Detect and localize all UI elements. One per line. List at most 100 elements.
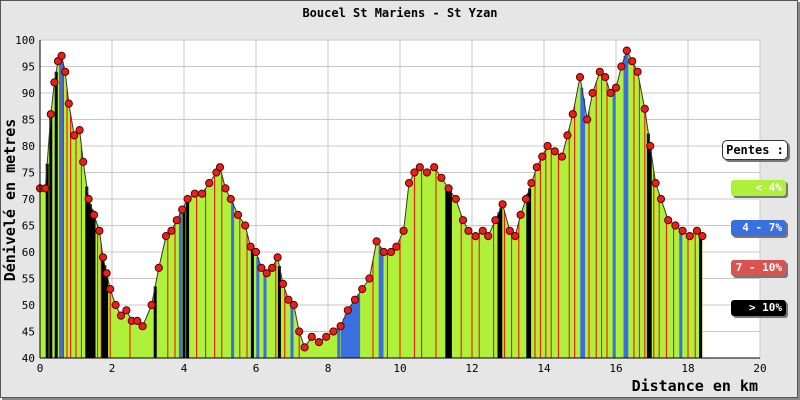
elevation-point: [444, 184, 453, 193]
elevation-point: [617, 62, 626, 71]
elevation-point: [64, 99, 73, 108]
slope-bar: [298, 331, 300, 358]
elevation-point: [505, 226, 514, 235]
tick-labels: 40 45 50 55 60 65 70 75 80 85 90 95 100 0 2 4 6 8 10 12 14 16…: [15, 34, 767, 375]
slope-bar: [214, 175, 216, 358]
elevation-point: [372, 237, 381, 246]
elevation-point: [111, 300, 120, 310]
elevation-point: [583, 115, 592, 124]
elevation-point: [651, 179, 660, 188]
slope-bar: [129, 317, 131, 358]
elevation-points: [35, 46, 707, 352]
slope-bar: [526, 193, 530, 358]
legend-item-gt10: > 10%: [731, 300, 786, 316]
elevation-point: [685, 232, 694, 241]
elevation-point: [633, 67, 642, 76]
elevation-point: [471, 232, 480, 241]
elevation-point: [511, 232, 520, 241]
slope-bar: [60, 55, 64, 359]
slope-bar: [290, 303, 294, 358]
slope-bar: [386, 252, 388, 358]
elevation-point: [300, 343, 309, 352]
y-tick-label: 80: [22, 140, 35, 153]
slope-bar: [580, 87, 584, 358]
elevation-point: [295, 327, 304, 336]
elevation-point: [521, 194, 531, 204]
slope-bar: [658, 193, 660, 358]
elevation-point: [122, 306, 131, 315]
legend-item-7-10: 7 - 10%: [731, 260, 786, 276]
elevation-point: [116, 311, 126, 320]
slope-bar: [178, 213, 182, 358]
chart-title: Boucel St Mariens - St Yzan: [302, 6, 497, 20]
elevation-point: [671, 221, 680, 230]
slope-bar: [182, 206, 186, 358]
elevation-point: [147, 300, 156, 310]
elevation-point: [358, 285, 367, 294]
elevation-point: [656, 194, 666, 204]
elevation-point: [178, 205, 187, 214]
elevation-point: [350, 295, 360, 304]
y-tick-label: 90: [22, 87, 35, 100]
elevation-point: [557, 152, 567, 161]
x-tick-label: 8: [325, 362, 332, 375]
elevation-point: [532, 163, 541, 172]
elevation-point: [106, 285, 115, 294]
y-tick-label: 55: [22, 273, 35, 286]
elevation-point: [516, 210, 525, 219]
elevation-point: [404, 179, 414, 188]
elevation-point: [46, 110, 55, 119]
elevation-point: [246, 242, 255, 251]
elevation-point: [601, 73, 610, 82]
slope-bar: [62, 63, 64, 359]
elevation-point: [70, 131, 79, 140]
slope-bar: [346, 310, 350, 358]
elevation-point: [241, 221, 250, 230]
x-tick-label: 12: [465, 362, 478, 375]
elevation-point: [221, 184, 230, 193]
slope-bar: [105, 273, 109, 358]
elevation-point: [422, 168, 432, 177]
elevation-point: [133, 316, 142, 325]
slope-bar: [435, 169, 437, 358]
elevation-point: [205, 179, 214, 188]
slope-bar: [54, 71, 58, 359]
elevation-point: [392, 242, 401, 251]
slope-bar: [694, 232, 696, 358]
slope-bar: [646, 133, 650, 358]
elevation-point: [183, 194, 192, 204]
slope-bar: [539, 160, 541, 358]
slope-bar: [606, 82, 608, 359]
elevation-point: [698, 232, 707, 241]
slope-bar: [109, 289, 111, 358]
slope-bar: [340, 322, 344, 358]
slope-bar: [445, 185, 449, 358]
elevation-point: [197, 189, 207, 198]
slope-bar: [186, 199, 190, 358]
x-tick-label: 2: [109, 362, 116, 375]
elevation-point: [75, 126, 84, 135]
slope-bar: [574, 104, 576, 359]
slope-bar: [70, 114, 72, 358]
slope-bar: [277, 266, 281, 358]
elevation-point: [484, 232, 493, 241]
elevation-point: [595, 67, 604, 76]
elevation-point: [167, 226, 176, 235]
elevation-point: [640, 104, 649, 114]
slope-bar: [534, 172, 536, 358]
elevation-point: [550, 147, 559, 156]
elevation-point: [154, 263, 163, 272]
slope-bar: [92, 214, 96, 358]
legend-item-lt4: < 4%: [731, 180, 786, 196]
y-tick-label: 85: [22, 114, 35, 127]
elevation-point: [692, 226, 702, 235]
elevation-point: [273, 253, 282, 262]
x-tick-label: 0: [37, 362, 44, 375]
elevation-point: [606, 88, 615, 98]
elevation-point: [172, 216, 181, 225]
slope-bar: [353, 299, 357, 358]
elevation-point: [343, 306, 352, 315]
slope-bar: [153, 286, 157, 358]
slope-bar: [413, 172, 415, 358]
